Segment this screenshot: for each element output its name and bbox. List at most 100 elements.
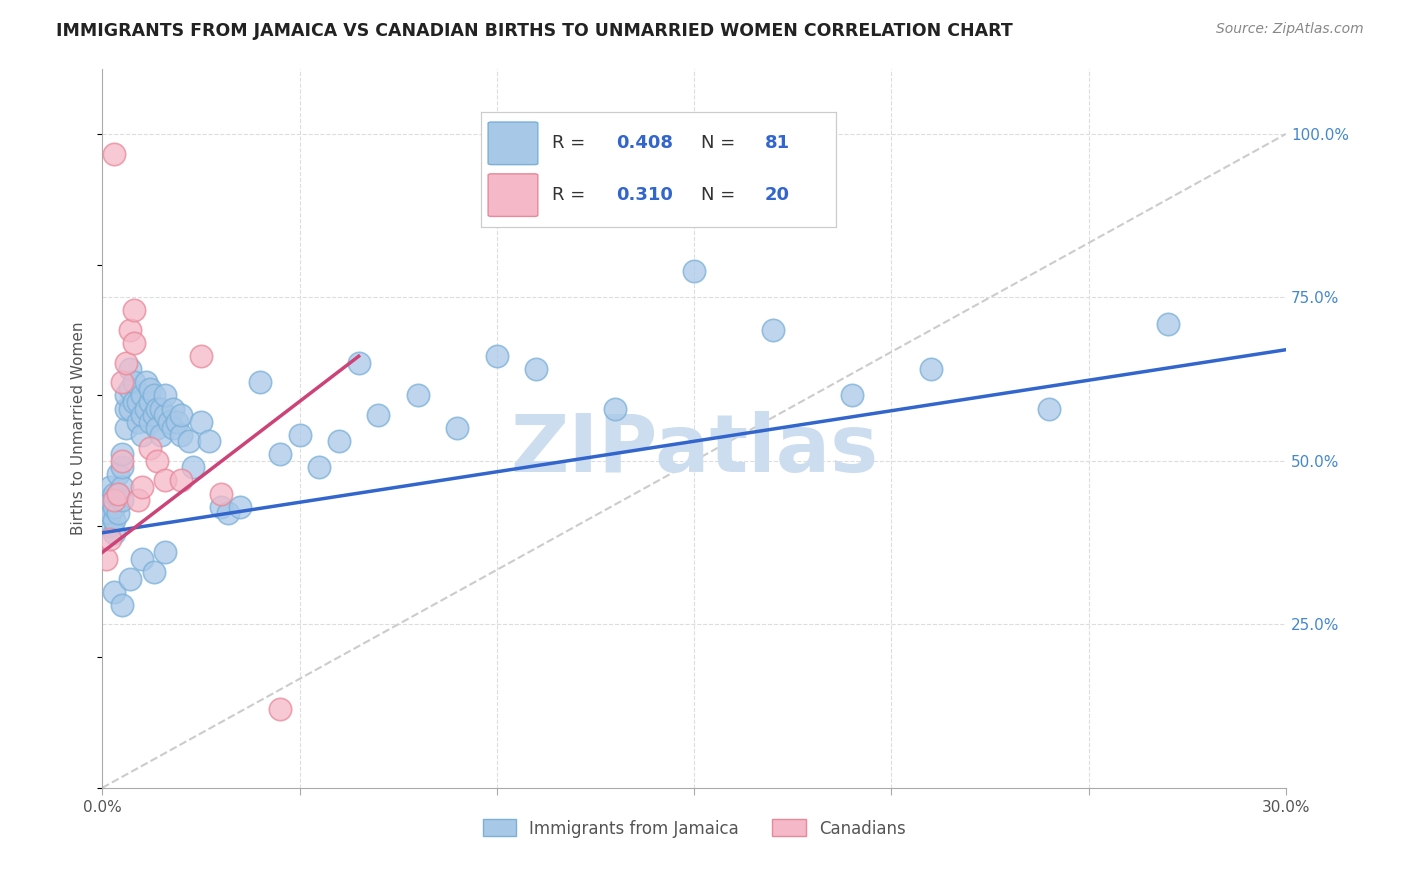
Point <box>181 460 204 475</box>
Point <box>218 506 240 520</box>
Point <box>142 565 165 579</box>
Point <box>131 480 153 494</box>
Point <box>103 584 125 599</box>
Point <box>115 421 138 435</box>
Point <box>328 434 350 449</box>
Point <box>103 146 125 161</box>
Point <box>111 447 134 461</box>
Point <box>1038 401 1060 416</box>
Point <box>177 434 200 449</box>
Point <box>135 401 157 416</box>
Y-axis label: Births to Unmarried Women: Births to Unmarried Women <box>72 321 86 535</box>
Point <box>115 388 138 402</box>
Point <box>446 421 468 435</box>
Point <box>118 401 141 416</box>
Point <box>98 533 121 547</box>
Point <box>118 323 141 337</box>
Point <box>155 408 177 422</box>
Point <box>96 552 118 566</box>
Point <box>98 519 121 533</box>
Point <box>122 303 145 318</box>
Point <box>127 493 149 508</box>
Point <box>96 500 118 514</box>
Point <box>107 467 129 481</box>
Point <box>249 376 271 390</box>
Point <box>146 454 169 468</box>
Point <box>107 486 129 500</box>
Point <box>157 415 180 429</box>
Point <box>269 447 291 461</box>
Point <box>118 382 141 396</box>
Text: ZIPatlas: ZIPatlas <box>510 410 879 489</box>
Point <box>367 408 389 422</box>
Point <box>150 401 173 416</box>
Point <box>111 493 134 508</box>
Point <box>131 552 153 566</box>
Point <box>155 474 177 488</box>
Point <box>122 376 145 390</box>
Point <box>131 408 153 422</box>
Point <box>197 434 219 449</box>
Point <box>146 421 169 435</box>
Point <box>96 506 118 520</box>
Point <box>138 415 160 429</box>
Point <box>115 401 138 416</box>
Point <box>103 493 125 508</box>
Point <box>170 474 193 488</box>
Point <box>98 506 121 520</box>
Point <box>229 500 252 514</box>
Point <box>920 362 942 376</box>
Point <box>162 401 184 416</box>
Point <box>127 415 149 429</box>
Point <box>155 545 177 559</box>
Point <box>107 486 129 500</box>
Point <box>127 395 149 409</box>
Point <box>103 486 125 500</box>
Point <box>103 513 125 527</box>
Point <box>762 323 785 337</box>
Point <box>98 493 121 508</box>
Point <box>138 441 160 455</box>
Point <box>118 572 141 586</box>
Point <box>96 493 118 508</box>
Point <box>1156 317 1178 331</box>
Point <box>131 427 153 442</box>
Point <box>98 480 121 494</box>
Point <box>111 376 134 390</box>
Point <box>142 408 165 422</box>
Point <box>166 415 188 429</box>
Point <box>111 598 134 612</box>
Point <box>103 500 125 514</box>
Point <box>115 356 138 370</box>
Point <box>131 388 153 402</box>
Point <box>107 506 129 520</box>
Point <box>347 356 370 370</box>
Point <box>138 382 160 396</box>
Point <box>485 349 508 363</box>
Point <box>209 486 232 500</box>
Point <box>111 480 134 494</box>
Text: Source: ZipAtlas.com: Source: ZipAtlas.com <box>1216 22 1364 37</box>
Point <box>138 395 160 409</box>
Point <box>122 395 145 409</box>
Text: IMMIGRANTS FROM JAMAICA VS CANADIAN BIRTHS TO UNMARRIED WOMEN CORRELATION CHART: IMMIGRANTS FROM JAMAICA VS CANADIAN BIRT… <box>56 22 1012 40</box>
Point <box>190 415 212 429</box>
Legend: Immigrants from Jamaica, Canadians: Immigrants from Jamaica, Canadians <box>475 813 912 844</box>
Point <box>190 349 212 363</box>
Point <box>122 336 145 351</box>
Point <box>170 427 193 442</box>
Point <box>135 376 157 390</box>
Point <box>150 427 173 442</box>
Point <box>111 460 134 475</box>
Point <box>118 362 141 376</box>
Point <box>155 388 177 402</box>
Point <box>683 264 706 278</box>
Point <box>146 401 169 416</box>
Point <box>162 421 184 435</box>
Point <box>269 702 291 716</box>
Point <box>524 362 547 376</box>
Point <box>605 401 627 416</box>
Point <box>103 525 125 540</box>
Point <box>288 427 311 442</box>
Point <box>111 454 134 468</box>
